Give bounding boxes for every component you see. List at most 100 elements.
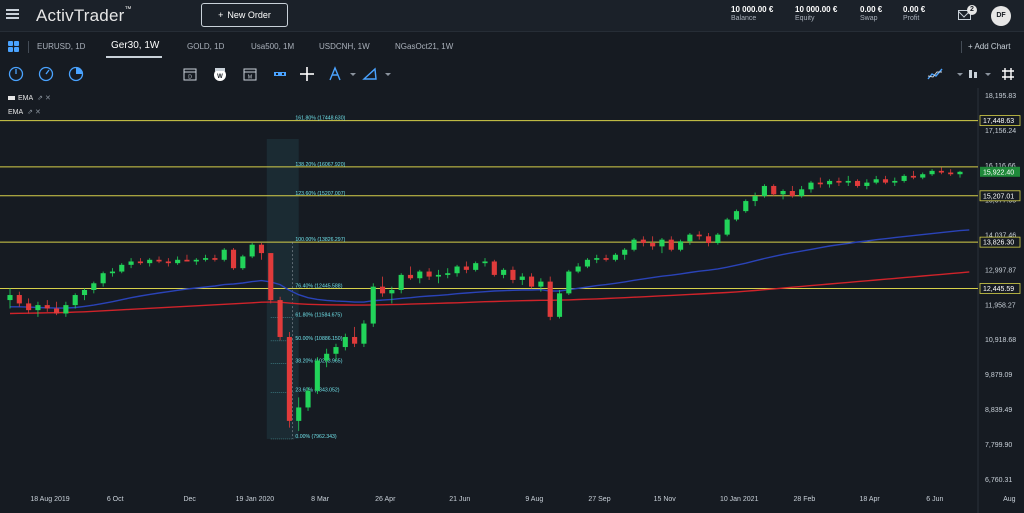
ema-fast-line xyxy=(10,229,970,309)
calendar-m-icon[interactable]: M xyxy=(242,66,258,82)
candle-body xyxy=(44,305,50,309)
price-label: 15,922.40 xyxy=(980,166,1020,177)
indicator-ema-2[interactable]: EMA ⇗ ✕ xyxy=(8,108,41,116)
chevron-down-icon[interactable] xyxy=(345,66,361,82)
candle-body xyxy=(929,170,935,175)
candle-body xyxy=(547,281,553,317)
candle-body xyxy=(538,281,544,287)
tab-ger30[interactable]: Ger30, 1W xyxy=(111,40,160,51)
tab-ngasoct21[interactable]: NGasOct21, 1W xyxy=(395,42,454,51)
calendar-d-icon[interactable]: D xyxy=(182,66,198,82)
candle-body xyxy=(100,273,106,284)
chart-type-icon[interactable] xyxy=(965,66,981,82)
candle-body xyxy=(333,347,339,354)
svg-text:W: W xyxy=(217,74,223,80)
grid-hash-icon[interactable] xyxy=(1000,66,1016,82)
candle-body xyxy=(417,271,423,279)
ema-swatch xyxy=(8,96,15,101)
candle-body xyxy=(612,254,618,260)
avatar[interactable]: DF xyxy=(991,6,1011,26)
price-label: 13,826.30 xyxy=(979,236,1021,248)
indicator-controls-icon[interactable]: ⇗ ✕ xyxy=(27,109,41,116)
top-header: ActivTrader™ + New Order 10 000.00 € Bal… xyxy=(0,0,1024,32)
balance-stat: 10 000.00 € Balance xyxy=(731,5,773,22)
swap-value: 0.00 € xyxy=(860,5,883,14)
candle-body xyxy=(277,300,283,337)
y-tick-label: 12,997.87 xyxy=(985,267,1016,274)
calendar-w-icon[interactable]: W xyxy=(212,66,228,82)
x-tick-label: 9 Aug xyxy=(525,496,543,503)
tab-usdcnh[interactable]: USDCNH, 1W xyxy=(319,42,370,51)
tab-divider xyxy=(28,41,29,53)
x-tick-label: 18 Apr xyxy=(859,496,880,503)
tab-usa500[interactable]: Usa500, 1M xyxy=(251,42,295,51)
balance-label: Balance xyxy=(731,15,757,22)
candle-body xyxy=(622,249,628,255)
x-tick-label: 27 Sep xyxy=(588,496,610,503)
x-tick-label: 28 Feb xyxy=(794,496,816,503)
x-tick-label: 10 Jan 2021 xyxy=(720,496,759,503)
x-tick-label: 19 Jan 2020 xyxy=(236,496,275,503)
price-label: 15,207.01 xyxy=(979,190,1021,202)
x-tick-label: Dec xyxy=(183,496,196,503)
indicator-icon[interactable] xyxy=(927,66,943,82)
profit-value: 0.00 € xyxy=(903,5,926,14)
plus-icon: + xyxy=(218,10,224,20)
new-order-button[interactable]: + New Order xyxy=(201,3,288,27)
candle-body xyxy=(203,258,209,260)
candle-body xyxy=(827,180,833,185)
indicator-label: EMA xyxy=(8,109,24,116)
fib-level-label: 76.40% (12445.588) xyxy=(295,283,342,289)
price-label-text: 13,826.30 xyxy=(983,240,1014,247)
profit-label: Profit xyxy=(903,15,920,22)
candle-body xyxy=(156,259,162,262)
candle-body xyxy=(529,276,535,287)
tab-eurusd[interactable]: EURUSD, 1D xyxy=(37,42,86,51)
candle-body xyxy=(221,249,227,260)
candle-body xyxy=(26,303,32,311)
price-label: 17,448.63 xyxy=(979,115,1021,126)
chevron-down-icon[interactable] xyxy=(952,66,968,82)
mail-icon[interactable] xyxy=(958,10,971,20)
candle-body xyxy=(147,259,153,264)
candle-body xyxy=(752,196,758,202)
fib-level-label: 123.60% (15207.007) xyxy=(295,191,345,197)
crosshair-icon[interactable] xyxy=(299,66,315,82)
indicator-ema-1[interactable]: EMA ⇗ ✕ xyxy=(8,94,51,102)
candle-body xyxy=(938,170,944,173)
candle-body xyxy=(305,390,311,408)
candle-body xyxy=(603,258,609,260)
candle-body xyxy=(715,234,721,244)
candle-body xyxy=(249,244,255,257)
circle-cursor-icon[interactable] xyxy=(8,66,24,82)
candle-body xyxy=(454,266,460,274)
shapes-icon[interactable] xyxy=(362,66,378,82)
candle-body xyxy=(817,182,823,185)
candle-body xyxy=(296,407,302,421)
candle-body xyxy=(845,180,851,183)
svg-text:M: M xyxy=(248,75,252,81)
layout-grid-icon[interactable] xyxy=(8,41,19,52)
candle-body xyxy=(240,256,246,269)
candle-body xyxy=(799,189,805,197)
candlestick-chart[interactable]: 161.80% (17448.630) 138.20% (16067.920) 12… xyxy=(0,88,1024,513)
fib-level-label: 61.80% (11584.675) xyxy=(295,312,342,318)
swap-label: Swap xyxy=(860,15,878,22)
y-tick-label: 17,156.24 xyxy=(985,128,1016,135)
circle-arrow-icon[interactable] xyxy=(38,66,54,82)
add-chart-button[interactable]: + Add Chart xyxy=(968,42,1011,51)
tab-gold[interactable]: GOLD, 1D xyxy=(187,42,225,51)
chevron-down-icon[interactable] xyxy=(380,66,396,82)
candle-body xyxy=(640,239,646,244)
candle-body xyxy=(808,182,814,190)
drawing-icon[interactable] xyxy=(327,66,343,82)
bar-type-icon[interactable] xyxy=(272,66,288,82)
equity-label: Equity xyxy=(795,15,815,22)
candle-body xyxy=(482,261,488,264)
hamburger-menu-icon[interactable] xyxy=(6,9,19,19)
more-icon[interactable] xyxy=(980,66,996,82)
chart-canvas[interactable]: 161.80% (17448.630) 138.20% (16067.920) 12… xyxy=(0,88,1024,513)
candle-body xyxy=(659,239,665,247)
circle-pie-icon[interactable] xyxy=(68,66,84,82)
indicator-controls-icon[interactable]: ⇗ ✕ xyxy=(37,95,51,102)
